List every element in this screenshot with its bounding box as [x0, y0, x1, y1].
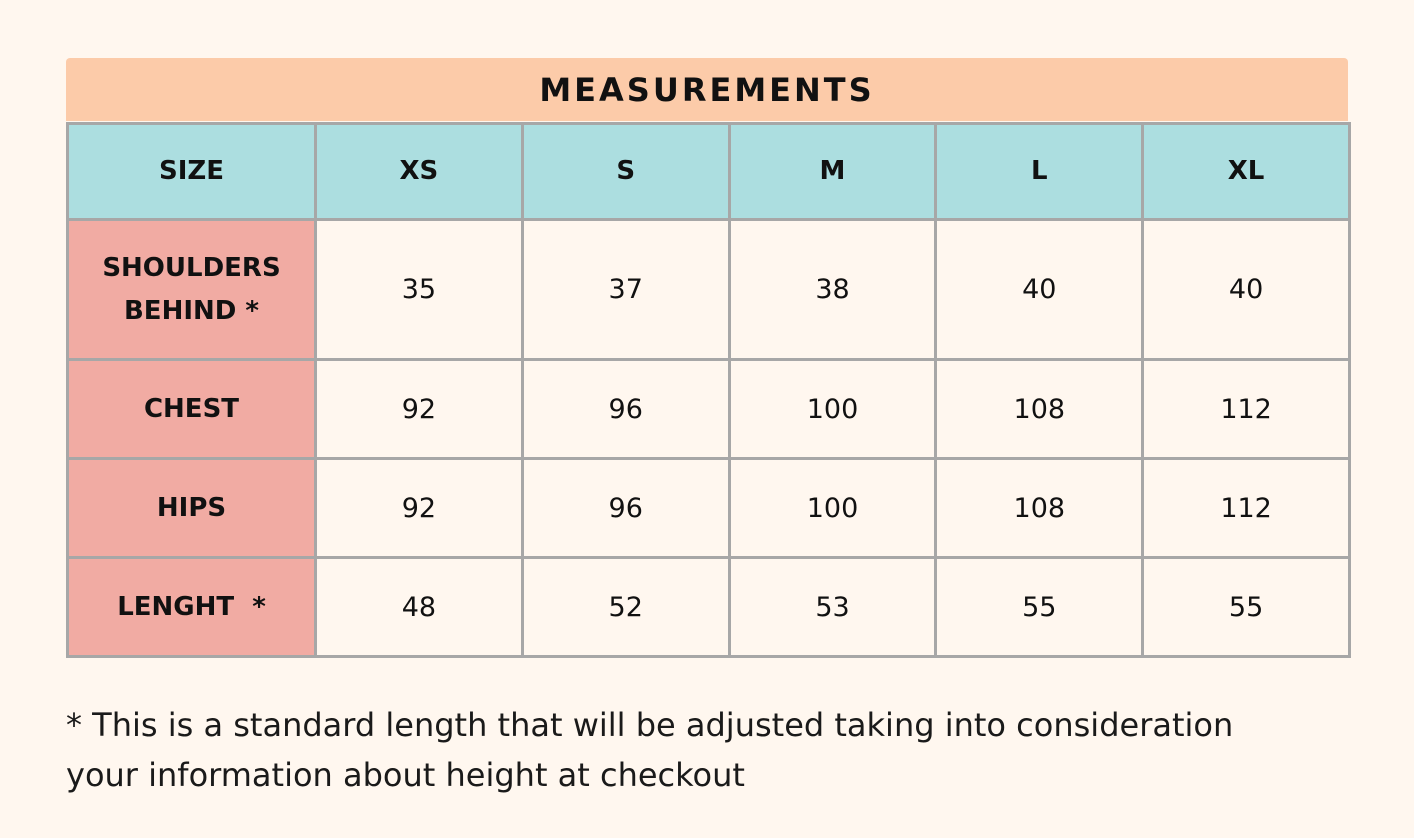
table-cell: 92 [314, 457, 524, 560]
table-cell: 55 [934, 556, 1145, 658]
table-row-length: LENGHT * 48 52 53 55 55 [66, 556, 1351, 658]
row-label-length: LENGHT * [66, 556, 317, 658]
footnote-line-1: * This is a standard length that will be… [66, 706, 1234, 744]
size-s-header: S [520, 122, 731, 221]
table-cell: 112 [1141, 457, 1351, 560]
table-cell: 40 [934, 217, 1145, 362]
measurements-title: MEASUREMENTS [66, 58, 1348, 121]
size-l-header: L [934, 122, 1145, 221]
table-cell: 108 [934, 358, 1145, 461]
size-corner-label: SIZE [66, 122, 317, 221]
table-cell: 38 [727, 217, 938, 362]
table-cell: 37 [520, 217, 731, 362]
table-cell: 40 [1141, 217, 1351, 362]
table-row-hips: HIPS 92 96 100 108 112 [66, 457, 1351, 560]
size-header-row: SIZE XS S M L XL [66, 122, 1351, 221]
table-cell: 48 [314, 556, 524, 658]
row-label-line: BEHIND * [123, 295, 259, 326]
table-cell: 108 [934, 457, 1145, 560]
table-cell: 112 [1141, 358, 1351, 461]
size-xs-header: XS [314, 122, 524, 221]
table-cell: 53 [727, 556, 938, 658]
size-xl-header: XL [1141, 122, 1351, 221]
table-cell: 55 [1141, 556, 1351, 658]
row-label-shoulders: SHOULDERS BEHIND * [66, 217, 317, 362]
table-cell: 100 [727, 358, 938, 461]
size-chart-table: SIZE XS S M L XL SHOULDERS BEHIND * 35 3… [66, 122, 1351, 658]
row-label-hips: HIPS [66, 457, 317, 560]
footnote: * This is a standard length that will be… [66, 700, 1366, 800]
table-cell: 100 [727, 457, 938, 560]
row-label-line: SHOULDERS [102, 252, 281, 283]
size-m-header: M [727, 122, 938, 221]
table-cell: 96 [520, 457, 731, 560]
table-row-shoulders: SHOULDERS BEHIND * 35 37 38 40 40 [66, 217, 1351, 362]
table-cell: 52 [520, 556, 731, 658]
table-cell: 96 [520, 358, 731, 461]
row-label-chest: CHEST [66, 358, 317, 461]
table-cell: 92 [314, 358, 524, 461]
table-cell: 35 [314, 217, 524, 362]
table-row-chest: CHEST 92 96 100 108 112 [66, 358, 1351, 461]
footnote-line-2: your information about height at checkou… [66, 756, 745, 794]
